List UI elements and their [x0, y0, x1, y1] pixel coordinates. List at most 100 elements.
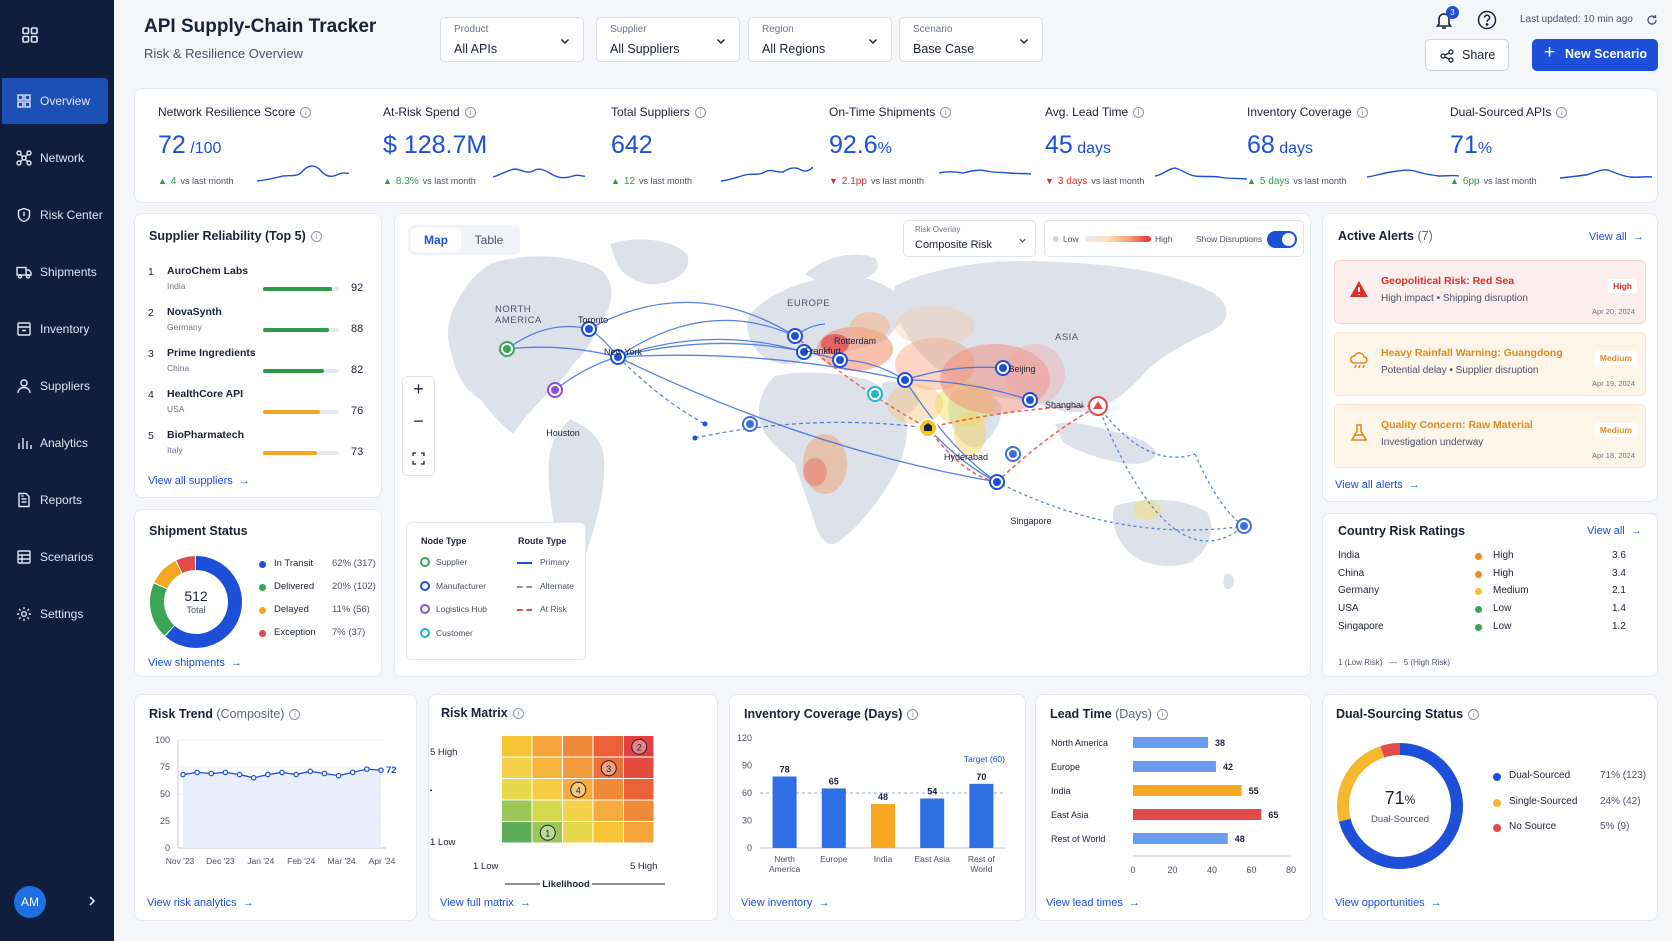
lead-time-bar[interactable]: [1133, 809, 1262, 820]
avatar[interactable]: AM: [14, 886, 46, 918]
trend-point: [180, 771, 186, 778]
node-manufacturer[interactable]: [832, 352, 848, 368]
lead-time-bar[interactable]: [1133, 761, 1216, 772]
supplier-row[interactable]: 3 Prime Ingredients China 82: [148, 347, 368, 383]
node-customer[interactable]: [1236, 518, 1252, 534]
risk-trend-chart: 0 25 50 75 100 72 Nov '23 Dec '23 Jan '24 Feb '24…: [155, 735, 397, 866]
node-singapore[interactable]: [989, 474, 1005, 490]
lead-time-bar[interactable]: [1133, 785, 1242, 796]
node-logistics[interactable]: [742, 416, 758, 432]
node-houston[interactable]: [547, 382, 563, 398]
node-hyderabad-alert[interactable]: [918, 418, 938, 438]
matrix-marker[interactable]: [600, 760, 617, 777]
matrix-marker[interactable]: [570, 781, 587, 798]
matrix-marker[interactable]: [631, 738, 648, 755]
help-icon[interactable]: [1477, 10, 1497, 30]
alert-item[interactable]: Geopolitical Risk: Red Sea High impact • …: [1334, 260, 1646, 324]
sidebar-item-settings[interactable]: Settings: [2, 591, 108, 637]
node-supplier[interactable]: [499, 341, 515, 357]
view-lead-times-link[interactable]: View lead times →: [1046, 897, 1140, 909]
kpi-value: 92.6%: [829, 131, 892, 160]
info-icon[interactable]: i: [289, 709, 301, 720]
info-icon[interactable]: i: [1556, 107, 1568, 118]
view-opportunities-link[interactable]: View opportunities →: [1335, 897, 1442, 909]
country-risk-view-all-link[interactable]: View all →: [1587, 525, 1642, 537]
sidebar-item-network[interactable]: Network: [2, 135, 108, 181]
node-logistics[interactable]: [1005, 446, 1021, 462]
alert-item[interactable]: Quality Concern: Raw Material Investigati…: [1334, 404, 1646, 468]
node-customer[interactable]: [867, 386, 883, 402]
notifications-button[interactable]: 3: [1434, 6, 1459, 32]
view-all-suppliers-link[interactable]: View all suppliers →: [148, 475, 250, 487]
app-grid-icon[interactable]: [22, 27, 38, 43]
inventory-bar[interactable]: [772, 776, 797, 849]
info-icon[interactable]: i: [694, 107, 706, 118]
node-risk-alert[interactable]: [1088, 396, 1108, 416]
tab-table[interactable]: Table: [474, 233, 504, 247]
region-filter[interactable]: Region All Regions: [748, 17, 892, 62]
info-icon[interactable]: i: [907, 709, 919, 720]
city-label: Rotterdam: [834, 336, 876, 346]
chevron-right-icon[interactable]: [86, 895, 98, 907]
info-icon[interactable]: i: [1156, 709, 1168, 720]
info-icon[interactable]: i: [300, 107, 312, 118]
view-shipments-link[interactable]: View shipments →: [148, 657, 242, 669]
alert-date: Apr 19, 2024: [1592, 379, 1635, 388]
view-risk-analytics-link[interactable]: View risk analytics →: [147, 897, 254, 909]
view-all-alerts-link[interactable]: View all alerts →: [1335, 479, 1420, 491]
scenario-filter[interactable]: Scenario Base Case: [899, 17, 1043, 62]
inventory-bar[interactable]: [920, 798, 945, 849]
info-icon[interactable]: i: [512, 708, 524, 719]
inventory-bar[interactable]: [969, 783, 994, 848]
supplier-row[interactable]: 1 AuroChem Labs India 92: [148, 265, 368, 301]
zoom-in-button[interactable]: +: [413, 379, 424, 399]
sidebar-item-risk-center[interactable]: Risk Center: [2, 192, 108, 238]
sidebar-item-analytics[interactable]: Analytics: [2, 420, 108, 466]
alerts-view-all-link[interactable]: View all →: [1589, 231, 1644, 243]
legend-dot: [259, 561, 266, 568]
refresh-icon[interactable]: [1646, 14, 1658, 26]
node-toronto[interactable]: [581, 321, 597, 337]
supplier-row[interactable]: 4 HealthCore API USA 76: [148, 388, 368, 424]
new-scenario-button[interactable]: + New Scenario: [1532, 39, 1658, 71]
view-full-matrix-link[interactable]: View full matrix →: [440, 897, 531, 909]
matrix-marker[interactable]: [539, 824, 556, 841]
info-icon[interactable]: i: [1133, 107, 1145, 118]
lead-time-bar[interactable]: [1133, 737, 1209, 748]
info-icon[interactable]: i: [464, 107, 476, 118]
info-icon[interactable]: i: [1468, 709, 1480, 720]
node-shanghai[interactable]: [1022, 392, 1038, 408]
node-beijing[interactable]: [995, 360, 1011, 376]
sidebar-item-scenarios[interactable]: Scenarios: [2, 534, 108, 580]
node-manufacturer[interactable]: [796, 344, 812, 360]
sidebar-item-shipments[interactable]: Shipments: [2, 249, 108, 295]
node-manufacturer[interactable]: [897, 372, 913, 388]
info-icon[interactable]: i: [940, 107, 952, 118]
info-icon[interactable]: i: [1356, 107, 1368, 118]
sidebar-item-inventory[interactable]: Inventory: [2, 306, 108, 352]
inventory-bar[interactable]: [821, 788, 846, 848]
sidebar-item-suppliers[interactable]: Suppliers: [2, 363, 108, 409]
lead-time-bar[interactable]: [1133, 833, 1228, 844]
zoom-out-button[interactable]: −: [413, 411, 424, 431]
product-filter[interactable]: Product All APIs: [440, 17, 584, 62]
node-new-york[interactable]: [610, 349, 626, 365]
inventory-bar[interactable]: [871, 804, 895, 848]
legend-dot: [1493, 773, 1501, 781]
tab-map[interactable]: Map: [411, 228, 461, 252]
view-inventory-link[interactable]: View inventory →: [741, 897, 830, 909]
supplier-row[interactable]: 5 BioPharmatech Italy 73: [148, 429, 368, 465]
risk-overlay-select[interactable]: Risk Overlay Composite Risk: [903, 220, 1036, 257]
supplier-filter[interactable]: Supplier All Suppliers: [596, 17, 740, 62]
route-type-label: At Risk: [540, 604, 567, 614]
alert-item[interactable]: Heavy Rainfall Warning: Guangdong Potenti…: [1334, 332, 1646, 396]
node-frankfurt[interactable]: [787, 328, 803, 344]
sidebar-item-overview[interactable]: Overview: [2, 78, 108, 124]
supplier-row[interactable]: 2 NovaSynth Germany 88: [148, 306, 368, 342]
info-icon[interactable]: i: [310, 231, 322, 242]
x-tick-label: 80: [1286, 865, 1296, 875]
show-disruptions-toggle[interactable]: [1267, 231, 1297, 248]
fullscreen-icon[interactable]: [412, 452, 425, 465]
sidebar-item-reports[interactable]: Reports: [2, 477, 108, 523]
share-button[interactable]: Share: [1425, 39, 1509, 71]
